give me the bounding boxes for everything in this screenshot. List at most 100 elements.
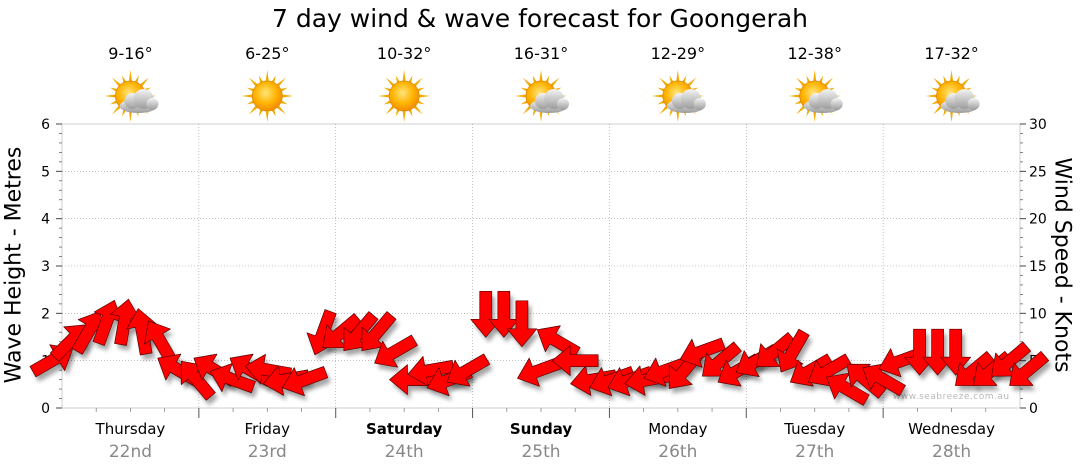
day-name-label: Thursday bbox=[95, 420, 166, 438]
cloud-part bbox=[967, 98, 980, 110]
right-tick-label: 20 bbox=[1029, 212, 1047, 228]
sun-ray bbox=[686, 77, 697, 88]
cloud-part bbox=[146, 98, 159, 110]
day-date-label: 28th bbox=[932, 442, 972, 462]
day-date-label: 24th bbox=[384, 442, 424, 462]
wind-arrow bbox=[1009, 351, 1050, 386]
day-name-label: Wednesday bbox=[908, 420, 995, 438]
sun-ray bbox=[659, 104, 670, 115]
day-date-label: 26th bbox=[658, 442, 698, 462]
sun-ray bbox=[104, 94, 117, 98]
wind-arrow bbox=[126, 308, 157, 356]
wind-arrow bbox=[776, 328, 810, 373]
day-name-label: Friday bbox=[244, 420, 291, 438]
sun-icon bbox=[241, 70, 294, 122]
sun-ray bbox=[275, 104, 286, 115]
sun-ray bbox=[128, 70, 133, 83]
sun-ray bbox=[265, 70, 269, 83]
sun-ray bbox=[281, 94, 294, 98]
sun-ray bbox=[265, 109, 269, 122]
wind-arrow bbox=[862, 363, 906, 397]
left-tick-label: 6 bbox=[41, 117, 50, 133]
sun-ray bbox=[515, 94, 528, 98]
watermark: www.seabreeze.com.au bbox=[893, 392, 1010, 402]
sun-ray bbox=[933, 104, 943, 115]
wind-arrow bbox=[209, 363, 256, 394]
right-tick-label: 0 bbox=[1029, 401, 1038, 417]
wind-arrow bbox=[180, 360, 216, 401]
wind-arrow bbox=[488, 290, 520, 338]
wind-arrow bbox=[407, 356, 455, 387]
wind-arrow bbox=[991, 341, 1031, 377]
right-tick-label: 15 bbox=[1029, 259, 1047, 275]
sun-ray bbox=[412, 77, 423, 88]
left-tick-label: 4 bbox=[41, 212, 50, 228]
cloud-part bbox=[830, 98, 843, 110]
sun-ray bbox=[378, 94, 391, 98]
day-date-label: 22nd bbox=[108, 442, 153, 462]
sun-ray bbox=[112, 77, 122, 88]
sun-ray bbox=[659, 77, 670, 88]
day-date-label: 23rd bbox=[247, 442, 287, 462]
sun-cloud-icon bbox=[925, 70, 980, 122]
sun-cloud-icon bbox=[515, 70, 569, 122]
day-name-label: Monday bbox=[648, 420, 708, 438]
wind-arrow bbox=[551, 345, 599, 377]
wind-arrow bbox=[702, 341, 742, 377]
day-date-label: 27th bbox=[795, 442, 835, 462]
sun-ray bbox=[241, 94, 254, 98]
sun-ray bbox=[796, 77, 807, 88]
sun-ray bbox=[275, 77, 286, 88]
sun-ray bbox=[522, 104, 533, 115]
day-temp-range: 12-38° bbox=[787, 44, 842, 63]
day-date-label: 25th bbox=[521, 442, 561, 462]
day-temp-range: 6-25° bbox=[245, 44, 290, 63]
sun-cloud-icon bbox=[104, 70, 159, 122]
sun-ray bbox=[402, 109, 406, 122]
day-name-label: Saturday bbox=[365, 420, 443, 438]
sun-disc bbox=[251, 80, 283, 112]
sun-cloud-icon bbox=[651, 70, 706, 122]
wind-arrow bbox=[940, 328, 972, 376]
sun-ray bbox=[139, 77, 149, 88]
left-tick-label: 2 bbox=[41, 306, 50, 322]
left-tick-label: 0 bbox=[41, 401, 50, 417]
sun-ray bbox=[796, 104, 807, 115]
sun-ray bbox=[823, 77, 834, 88]
wind-arrow bbox=[679, 337, 726, 368]
sun-ray bbox=[813, 109, 817, 122]
sun-ray bbox=[788, 94, 801, 98]
cloud bbox=[666, 89, 706, 113]
day-temp-range: 17-32° bbox=[924, 44, 979, 63]
wind-arrow bbox=[110, 298, 141, 346]
sun-ray bbox=[418, 94, 431, 98]
cloud bbox=[940, 89, 980, 113]
wind-arrow bbox=[322, 313, 363, 349]
sun-ray bbox=[651, 94, 664, 98]
sun-icon bbox=[378, 70, 431, 122]
sun-ray bbox=[248, 104, 259, 115]
right-tick-label: 30 bbox=[1029, 117, 1047, 133]
cloud bbox=[530, 89, 569, 113]
wind-arrow bbox=[374, 334, 418, 368]
sun-ray bbox=[676, 70, 680, 83]
sun-ray bbox=[933, 77, 943, 88]
wind-arrows bbox=[29, 290, 1050, 406]
sun-ray bbox=[385, 104, 396, 115]
sun-ray bbox=[112, 104, 122, 115]
cloud bbox=[119, 89, 159, 113]
sun-cloud-icon bbox=[788, 70, 843, 122]
wind-arrow bbox=[955, 351, 995, 386]
wind-arrow bbox=[756, 332, 797, 367]
chart-title: 7 day wind & wave forecast for Goongerah bbox=[271, 4, 809, 33]
wind-arrow bbox=[144, 320, 177, 365]
sun-ray bbox=[412, 104, 423, 115]
sun-ray bbox=[385, 77, 396, 88]
wind-arrow bbox=[506, 300, 538, 348]
wind-arrow bbox=[282, 366, 329, 397]
sun-ray bbox=[549, 77, 560, 88]
sun-ray bbox=[960, 77, 970, 88]
right-tick-label: 25 bbox=[1029, 164, 1047, 180]
